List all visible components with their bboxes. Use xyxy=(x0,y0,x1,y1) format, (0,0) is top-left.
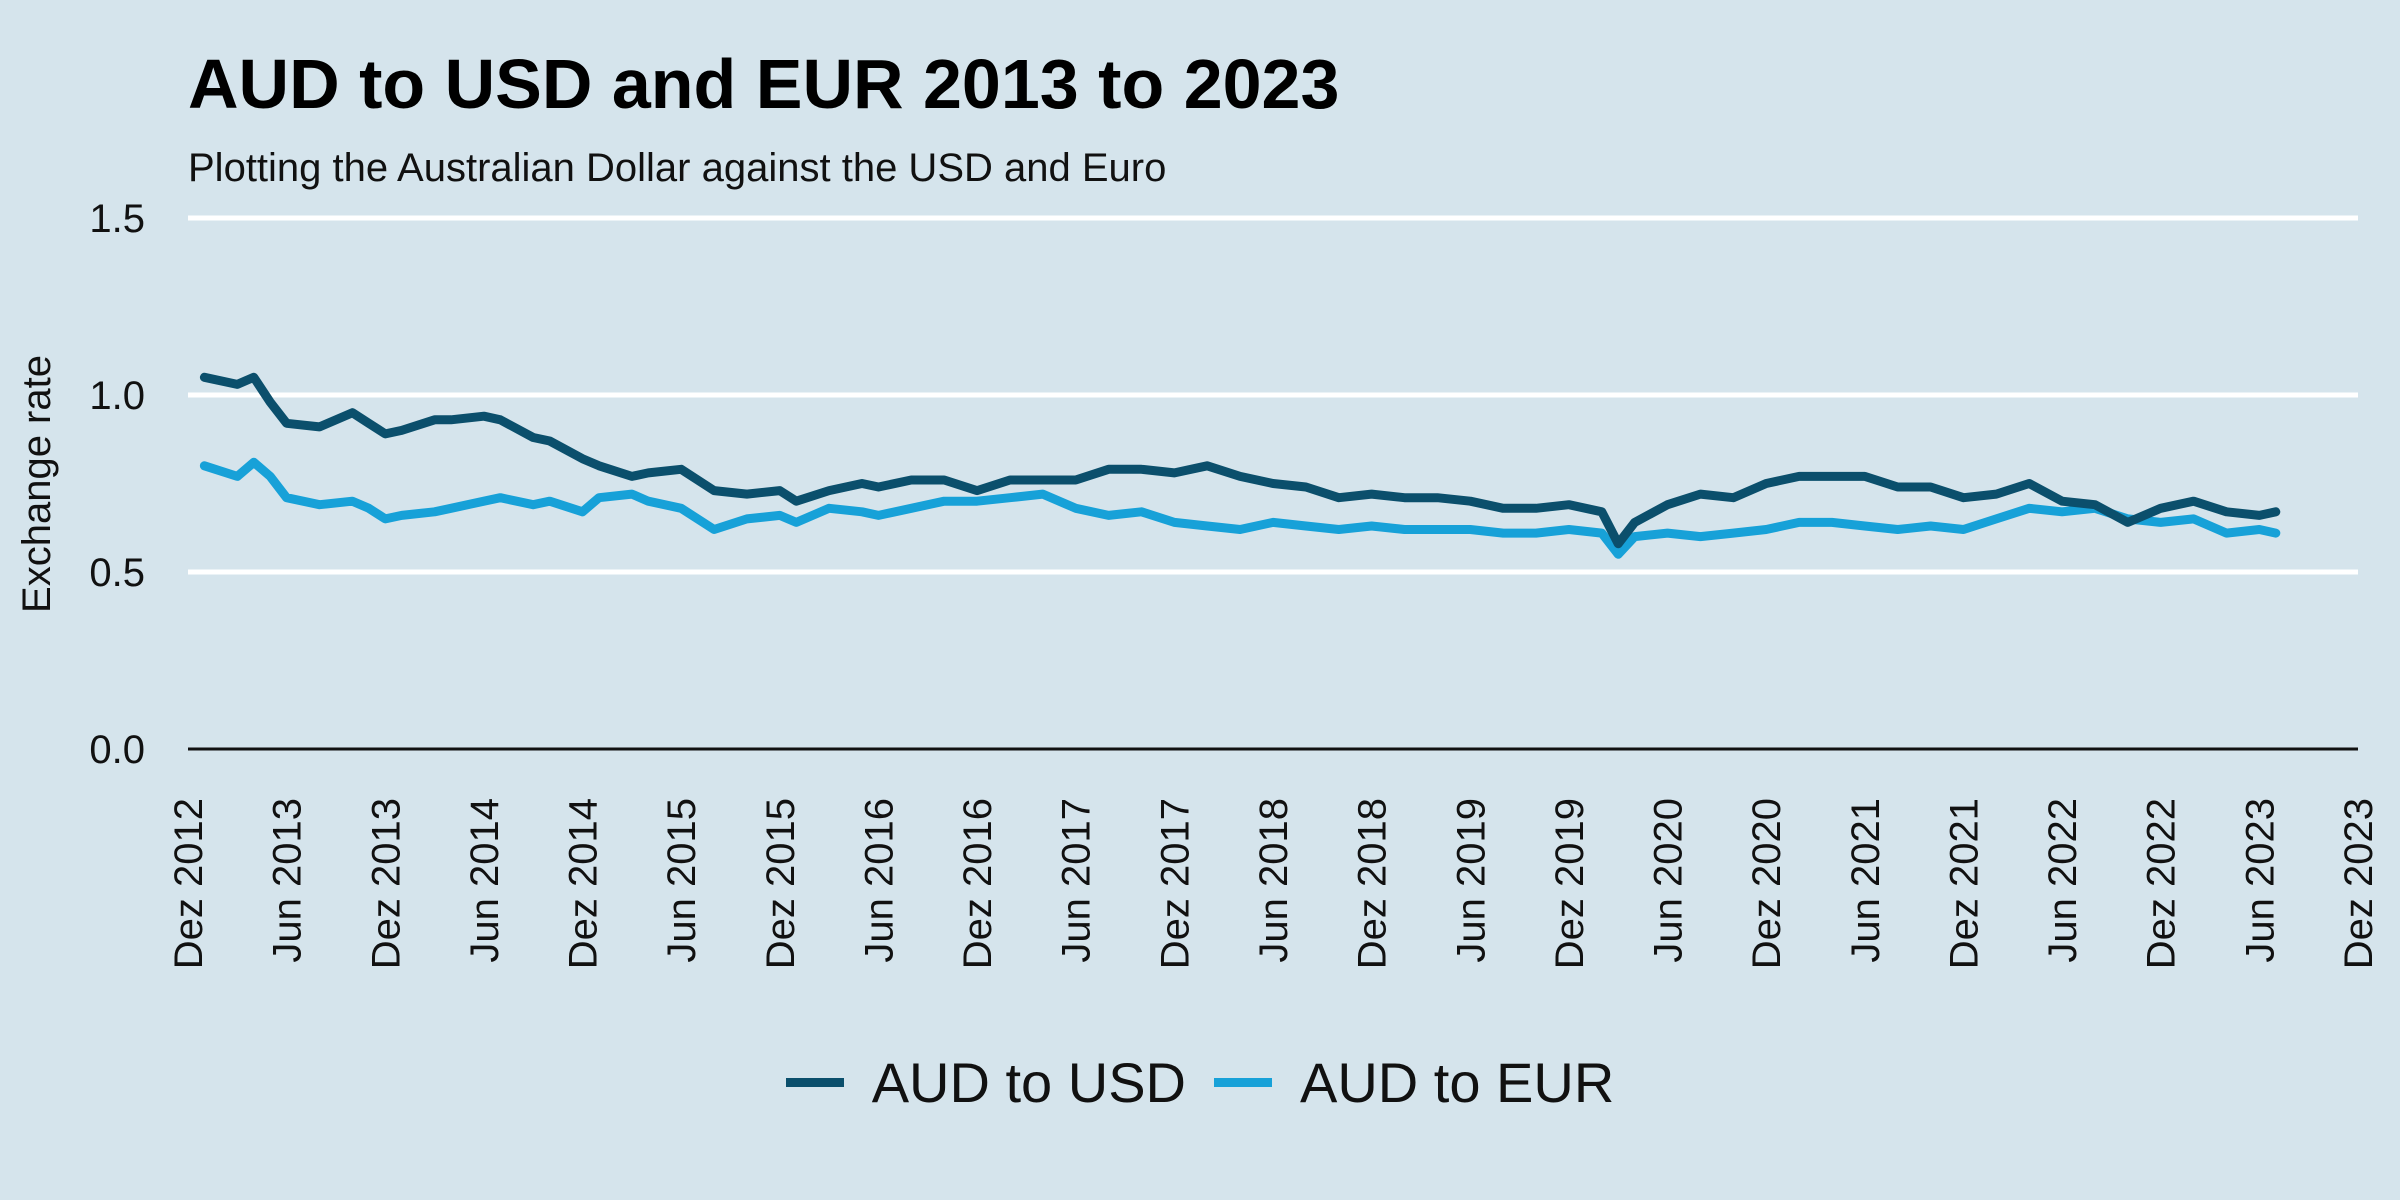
x-tick-label: Jun 2013 xyxy=(266,798,310,963)
x-tick-label: Jun 2014 xyxy=(463,798,507,963)
chart-subtitle: Plotting the Australian Dollar against t… xyxy=(188,146,1167,190)
y-tick-label: 1.5 xyxy=(89,197,145,241)
y-tick-label: 1.0 xyxy=(89,374,145,418)
x-tick-label: Dez 2012 xyxy=(167,798,211,969)
x-tick-label: Jun 2021 xyxy=(1844,798,1888,963)
x-tick-label: Jun 2015 xyxy=(660,798,704,963)
x-tick-label: Dez 2017 xyxy=(1153,798,1197,969)
grid-lines xyxy=(188,215,2358,751)
series-line-aud-eur xyxy=(199,457,2281,559)
line-chart: 0.0 0.5 1.0 1.5 Dez 2012 Jun 2013 Dez 2013 Jun… xyxy=(15,197,2381,969)
x-tick-label: Dez 2018 xyxy=(1351,798,1395,969)
x-tick-labels: Dez 2012 Jun 2013 Dez 2013 Jun 2014 Dez 2014… xyxy=(167,798,2381,969)
x-tick-label: Dez 2019 xyxy=(1548,798,1592,969)
x-tick-label: Dez 2021 xyxy=(1942,798,1986,969)
x-tick-label: Jun 2020 xyxy=(1647,798,1691,963)
x-tick-label: Jun 2016 xyxy=(857,798,901,963)
chart-title: AUD to USD and EUR 2013 to 2023 xyxy=(188,45,1340,123)
x-tick-label: Jun 2017 xyxy=(1055,798,1099,963)
legend: AUD to USD AUD to EUR xyxy=(0,1050,2400,1115)
x-tick-label: Dez 2014 xyxy=(562,798,606,969)
y-axis-label: Exchange rate xyxy=(15,355,59,613)
legend-swatch-aud-eur xyxy=(1214,1078,1272,1087)
x-tick-label: Dez 2016 xyxy=(956,798,1000,969)
y-tick-label: 0.0 xyxy=(89,728,145,772)
x-tick-label: Dez 2013 xyxy=(364,798,408,969)
legend-label-aud-usd: AUD to USD xyxy=(871,1051,1186,1114)
series-lines xyxy=(199,372,2281,559)
x-tick-label: Jun 2018 xyxy=(1252,798,1296,963)
x-tick-label: Dez 2023 xyxy=(2337,798,2381,969)
x-tick-label: Dez 2022 xyxy=(2140,798,2184,969)
x-tick-label: Dez 2020 xyxy=(1745,798,1789,969)
x-tick-label: Jun 2019 xyxy=(1449,798,1493,963)
legend-item-aud-usd: AUD to USD xyxy=(785,1050,1186,1115)
y-tick-labels: 0.0 0.5 1.0 1.5 xyxy=(89,197,145,772)
legend-item-aud-eur: AUD to EUR xyxy=(1214,1050,1614,1115)
x-tick-label: Dez 2015 xyxy=(759,798,803,969)
series-line-aud-usd xyxy=(199,372,2281,549)
legend-swatch-aud-usd xyxy=(785,1078,844,1087)
y-tick-label: 0.5 xyxy=(89,551,145,595)
x-tick-label: Jun 2022 xyxy=(2041,798,2085,963)
legend-label-aud-eur: AUD to EUR xyxy=(1300,1051,1615,1114)
x-tick-label: Jun 2023 xyxy=(2238,798,2282,963)
